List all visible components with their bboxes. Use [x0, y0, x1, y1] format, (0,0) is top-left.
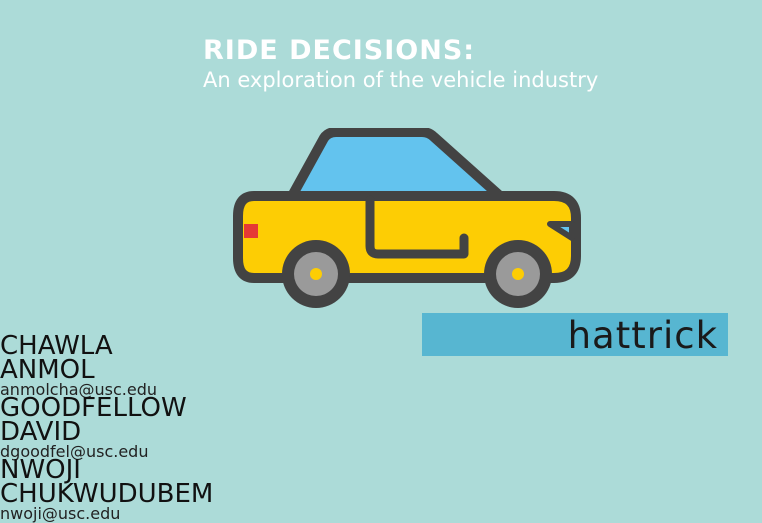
member-card: CHAWLA ANMOL anmolcha@usc.edu [0, 331, 158, 399]
team-name: hattrick [567, 314, 718, 357]
member-first-name: CHUKWUDUBEM [0, 479, 214, 509]
member-email: anmolcha@usc.edu [0, 380, 158, 399]
member-email: dgoodfel@usc.edu [0, 442, 149, 461]
member-first-name: DAVID [0, 417, 82, 447]
team-name-banner: hattrick [422, 313, 728, 357]
page-subtitle: An exploration of the vehicle industry [203, 68, 599, 92]
page-title: RIDE DECISIONS: [203, 35, 476, 66]
member-card: NWOJI CHUKWUDUBEM nwoji@usc.edu [0, 455, 214, 523]
member-last-name: GOODFELLOW [0, 393, 187, 423]
member-first-name: ANMOL [0, 355, 95, 385]
member-email: nwoji@usc.edu [0, 504, 121, 523]
member-last-name: NWOJI [0, 455, 81, 485]
member-last-name: CHAWLA [0, 331, 113, 361]
member-card: GOODFELLOW DAVID dgoodfel@usc.edu [0, 393, 187, 461]
car-icon [233, 128, 581, 308]
